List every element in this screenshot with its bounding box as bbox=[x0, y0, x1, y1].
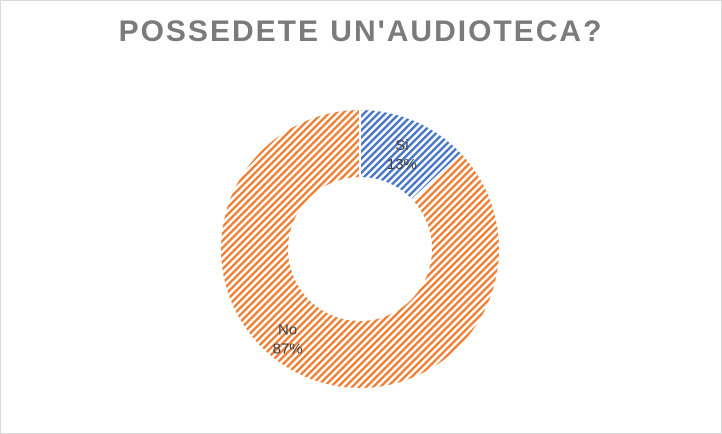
slice-value-label-no: 87% bbox=[273, 340, 303, 357]
slice-category-label-no: No bbox=[278, 321, 297, 338]
slice-no bbox=[219, 107, 501, 390]
slice-value-label-si: 13% bbox=[387, 156, 417, 173]
slice-category-label-si: Si bbox=[395, 137, 408, 154]
chart-title: POSSEDETE UN'AUDIOTECA? bbox=[118, 15, 604, 48]
